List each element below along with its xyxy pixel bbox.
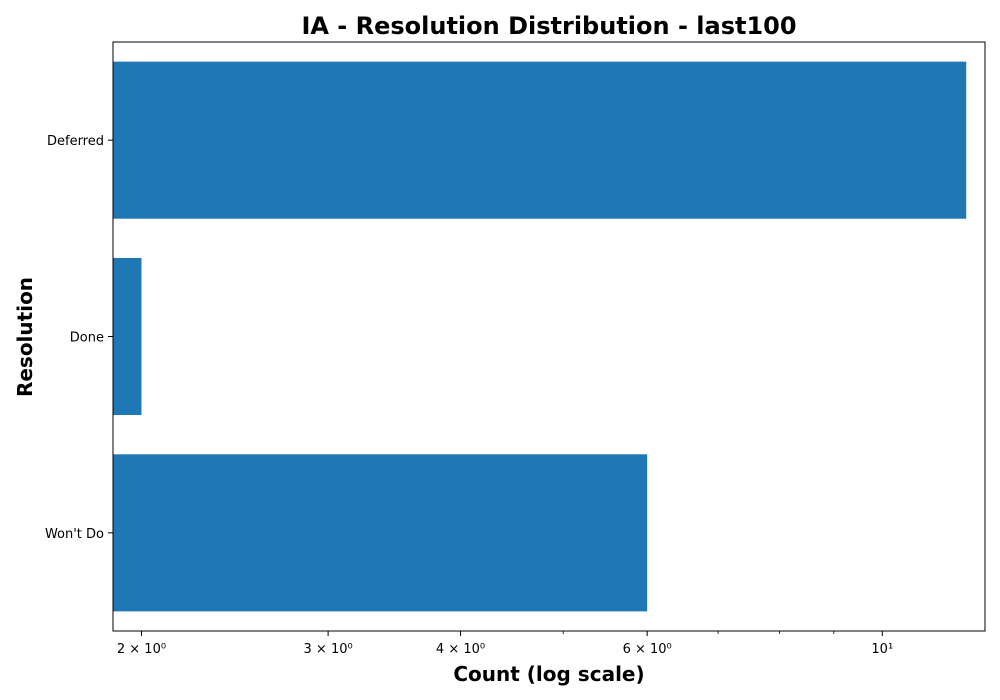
x-tick-label: 6 × 10⁰ bbox=[623, 642, 672, 657]
bar-won-t-do bbox=[113, 454, 648, 612]
x-axis-label: Count (log scale) bbox=[453, 662, 644, 686]
y-axis: Deferred Done Won't Do bbox=[45, 134, 113, 542]
x-tick-label: 10¹ bbox=[871, 642, 893, 657]
y-tick-label: Won't Do bbox=[45, 527, 104, 542]
x-axis: 2 × 10⁰ 3 × 10⁰ 4 × 10⁰ 6 × 10⁰ 10¹ bbox=[117, 631, 893, 657]
plot-area bbox=[113, 61, 967, 612]
x-tick-label: 3 × 10⁰ bbox=[304, 642, 353, 657]
x-tick-label: 4 × 10⁰ bbox=[436, 642, 485, 657]
x-tick-label: 2 × 10⁰ bbox=[117, 642, 166, 657]
bar-deferred bbox=[113, 61, 967, 219]
chart-title: IA - Resolution Distribution - last100 bbox=[301, 12, 796, 40]
bar-done bbox=[113, 257, 142, 416]
y-tick-label: Deferred bbox=[47, 134, 104, 149]
y-tick-label: Done bbox=[70, 331, 104, 346]
y-axis-label: Resolution bbox=[13, 277, 37, 397]
